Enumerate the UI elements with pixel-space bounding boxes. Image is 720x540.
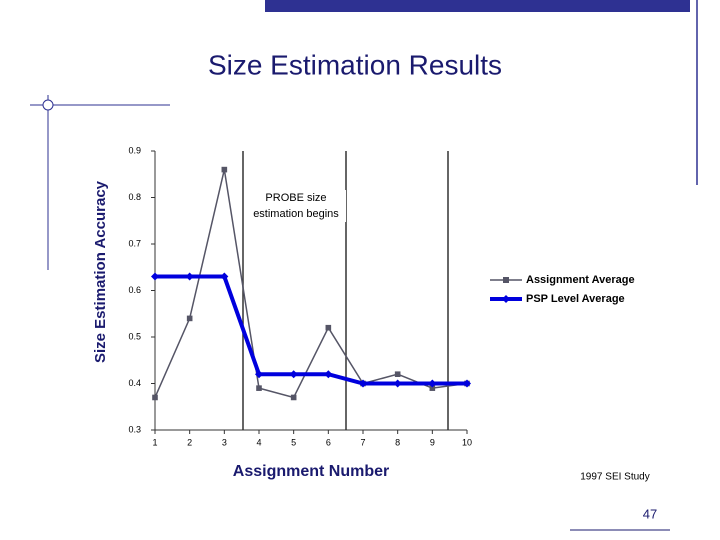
top-bar xyxy=(265,0,690,12)
legend-label: Assignment Average xyxy=(526,274,635,286)
point xyxy=(186,315,193,322)
point xyxy=(463,379,471,388)
point xyxy=(394,371,401,377)
point xyxy=(289,370,298,379)
point xyxy=(290,394,297,401)
x-tick-label: 10 xyxy=(462,437,472,447)
y-tick-label: 0.3 xyxy=(128,424,141,434)
point xyxy=(152,394,158,401)
y-tick-label: 0.5 xyxy=(128,331,141,341)
y-tick-label: 0.9 xyxy=(128,145,141,155)
y-axis-label: Size Estimation Accuracy xyxy=(92,180,109,363)
x-tick-label: 2 xyxy=(187,437,192,447)
point xyxy=(185,272,194,281)
point xyxy=(325,324,332,331)
x-axis-label: Assignment Number xyxy=(233,463,389,480)
x-tick-label: 8 xyxy=(395,437,400,447)
legend-marker xyxy=(503,277,509,283)
point xyxy=(428,379,437,388)
x-tick-label: 9 xyxy=(430,437,435,447)
point xyxy=(151,272,159,281)
x-tick-label: 6 xyxy=(326,437,331,447)
y-tick-label: 0.8 xyxy=(128,192,141,202)
point xyxy=(359,379,367,388)
point xyxy=(221,166,228,173)
x-tick-label: 5 xyxy=(291,437,296,447)
deco-circle xyxy=(42,99,54,111)
page-number: 47 xyxy=(643,506,657,521)
x-tick-label: 7 xyxy=(360,437,365,447)
source: 1997 SEI Study xyxy=(580,472,650,483)
series-line xyxy=(155,274,467,386)
x-tick-label: 4 xyxy=(256,437,261,447)
point xyxy=(324,370,333,379)
point xyxy=(220,272,229,281)
point xyxy=(256,385,262,391)
y-tick-label: 0.7 xyxy=(128,238,141,248)
slide-title: Size Estimation Results xyxy=(208,49,502,80)
x-tick-label: 1 xyxy=(152,437,157,447)
legend-label: PSP Level Average xyxy=(526,293,625,305)
y-tick-label: 0.6 xyxy=(128,285,141,295)
point xyxy=(429,385,436,391)
legend-marker xyxy=(502,295,510,303)
y-tick-label: 0.4 xyxy=(128,378,141,388)
x-tick-label: 3 xyxy=(222,437,227,447)
point xyxy=(393,379,402,388)
annotation: PROBE size estimation begins xyxy=(246,190,346,222)
point xyxy=(255,370,263,379)
series-line xyxy=(154,169,468,399)
